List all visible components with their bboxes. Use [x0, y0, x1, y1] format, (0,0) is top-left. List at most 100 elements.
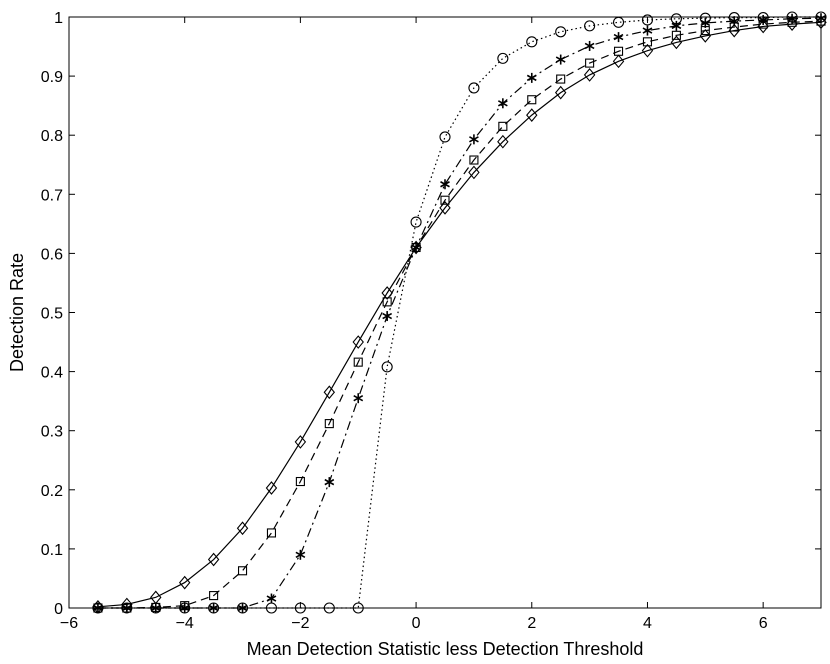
diamond-marker [526, 108, 538, 122]
diamond-marker [612, 54, 625, 69]
square-marker [613, 46, 624, 56]
x-tick-label: −6 [60, 615, 78, 632]
y-tick-label: 0.9 [41, 69, 63, 86]
series-diamond [92, 15, 827, 614]
square-marker [527, 95, 537, 105]
y-tick-label: 0.4 [41, 365, 63, 382]
asterisk-stroke [295, 551, 306, 559]
asterisk-stroke [671, 22, 682, 30]
series-asterisk [93, 13, 826, 613]
asterisk-stroke [324, 478, 335, 486]
asterisk-stroke [613, 33, 624, 41]
circle-marker [699, 12, 711, 24]
square-marker [237, 566, 248, 576]
circle-marker [612, 16, 625, 28]
asterisk-marker [497, 98, 508, 109]
circle-marker [439, 131, 451, 143]
asterisk-marker [469, 134, 479, 145]
y-tick-label: 0.8 [41, 128, 63, 145]
diamond-marker [381, 286, 393, 300]
y-tick-label: 0.3 [41, 424, 63, 441]
x-tick-label: 4 [643, 615, 652, 632]
asterisk-marker [584, 40, 595, 51]
asterisk-marker [382, 311, 393, 322]
series-line-asterisk [97, 17, 822, 609]
y-tick-label: 0.2 [41, 483, 63, 500]
square-marker [324, 419, 334, 429]
diamond-marker [583, 68, 596, 82]
circle-marker [410, 216, 422, 228]
diamond-marker [699, 29, 712, 43]
circle-marker [468, 82, 480, 94]
square-marker [266, 528, 277, 538]
circle-marker [584, 20, 596, 32]
square-marker [498, 121, 508, 131]
diamond-marker [207, 552, 220, 567]
diamond-marker [641, 43, 654, 58]
square-marker [671, 30, 681, 40]
asterisk-marker [671, 20, 682, 31]
asterisk-marker [440, 179, 450, 190]
asterisk-stroke [526, 74, 537, 82]
y-tick-label: 0 [54, 601, 63, 618]
square-marker [642, 37, 653, 47]
x-tick-label: 0 [412, 615, 421, 632]
asterisk-stroke [440, 181, 450, 188]
asterisk-stroke [469, 136, 479, 143]
plot-frame [68, 16, 822, 609]
series-circle [92, 11, 827, 614]
square-marker [556, 74, 566, 84]
diamond-marker [352, 335, 364, 349]
asterisk-stroke [555, 56, 566, 63]
x-axis-title: Mean Detection Statistic less Detection … [247, 639, 644, 659]
x-tick-label: −4 [176, 615, 194, 632]
y-tick-label: 1 [54, 10, 63, 27]
square-marker [353, 357, 363, 367]
y-tick-label: 0.7 [41, 187, 63, 204]
asterisk-stroke [266, 595, 277, 602]
asterisk-stroke [497, 100, 508, 107]
diamond-marker [323, 385, 336, 400]
asterisk-marker [729, 16, 740, 27]
circle-marker [526, 36, 538, 48]
tick-layer: −6 −4 −2 0 2 4 6 0 0.1 0.2 0.3 0.4 0.5 0.6 0.7 0.8 0.9 1 [41, 10, 821, 632]
square-marker [469, 155, 479, 165]
square-marker [209, 591, 219, 601]
y-tick-label: 0.6 [41, 246, 63, 263]
series-line-square [97, 20, 822, 609]
square-marker [585, 58, 595, 68]
x-tick-label: 6 [759, 615, 768, 632]
asterisk-marker [266, 593, 277, 604]
diamond-marker [178, 575, 191, 590]
diamond-marker [670, 35, 683, 50]
circle-marker [670, 13, 682, 25]
series-layer [92, 11, 827, 614]
y-tick-label: 0.1 [41, 542, 63, 559]
series-square [93, 16, 826, 613]
x-tick-label: −2 [291, 615, 309, 632]
asterisk-marker [613, 32, 624, 43]
circle-marker [641, 14, 654, 26]
series-line-circle [97, 16, 821, 609]
asterisk-stroke [584, 42, 595, 50]
asterisk-stroke [353, 394, 364, 402]
asterisk-marker [555, 54, 566, 65]
asterisk-marker [324, 477, 335, 488]
circle-marker [728, 12, 740, 24]
asterisk-stroke [411, 244, 421, 251]
diamond-marker [294, 435, 307, 449]
asterisk-stroke [382, 312, 393, 320]
circle-marker [555, 26, 567, 38]
y-tick-label: 0.5 [41, 306, 63, 323]
diamond-marker [265, 481, 278, 495]
diamond-marker [468, 165, 480, 180]
x-tick-label: 2 [527, 615, 536, 632]
diamond-marker [497, 134, 509, 149]
diamond-marker [236, 521, 249, 536]
y-axis-title: Detection Rate [7, 253, 27, 372]
square-marker [440, 195, 450, 205]
asterisk-marker [353, 393, 364, 404]
asterisk-marker [526, 72, 537, 83]
asterisk-stroke [729, 17, 740, 25]
